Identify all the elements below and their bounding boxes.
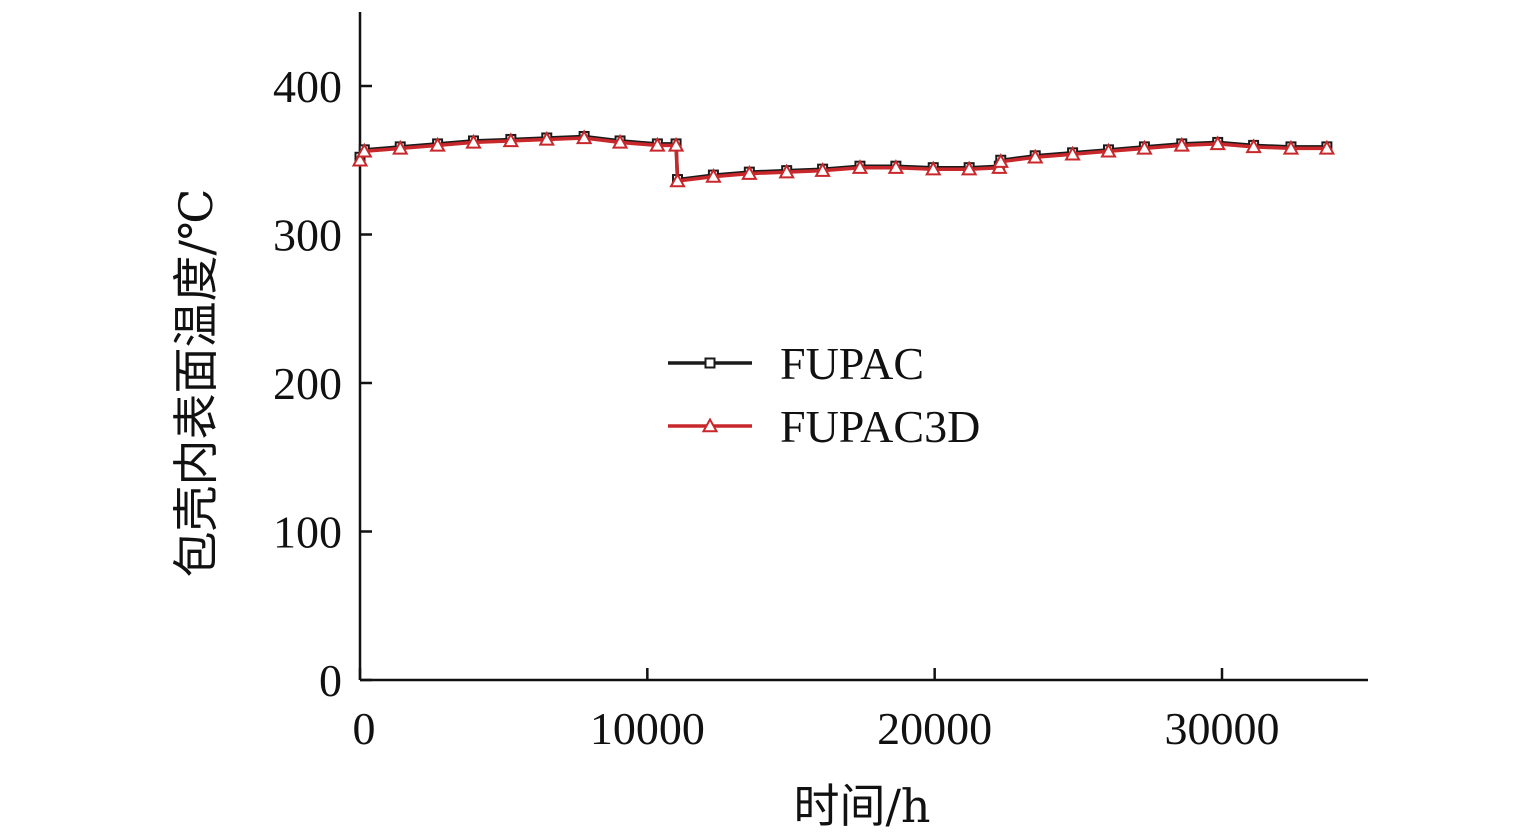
legend-label: FUPAC xyxy=(780,338,924,389)
data-point xyxy=(992,153,1009,168)
data-point xyxy=(887,159,905,174)
data-point xyxy=(429,136,446,152)
data-point xyxy=(502,132,520,148)
data-point xyxy=(667,136,685,152)
y-tick-label: 300 xyxy=(273,210,342,261)
legend-marker xyxy=(704,357,716,369)
data-point xyxy=(1027,148,1044,164)
legend: FUPAC FUPAC3D xyxy=(668,338,980,452)
data-point xyxy=(1318,139,1336,155)
x-tick-label: 10000 xyxy=(590,703,705,754)
legend-marker xyxy=(701,417,719,433)
data-point xyxy=(538,130,555,146)
y-axis-label: 包壳内表面温度/℃ xyxy=(169,189,223,578)
series-2 xyxy=(351,129,1336,188)
data-point xyxy=(814,162,831,177)
y-tick-label: 100 xyxy=(273,507,342,558)
x-axis-label: 时间/h xyxy=(793,779,930,833)
axes xyxy=(358,12,1368,682)
data-point xyxy=(356,142,373,158)
data-point xyxy=(351,151,369,167)
data-point xyxy=(392,139,409,155)
x-tick-label: 0 xyxy=(353,703,376,754)
data-point xyxy=(778,163,795,179)
data-point xyxy=(649,136,666,152)
x-tick-label: 20000 xyxy=(877,703,992,754)
data-point xyxy=(611,133,629,149)
x-tick-label: 30000 xyxy=(1165,703,1280,754)
data-point xyxy=(575,129,593,145)
data-point xyxy=(669,172,686,188)
data-point xyxy=(925,160,942,176)
data-point xyxy=(960,160,978,176)
data-point xyxy=(1064,145,1081,161)
data-point xyxy=(705,168,722,183)
data-point xyxy=(1100,142,1117,158)
data-point xyxy=(1209,135,1226,151)
ticks: 0 100 200 300 400 0 10000 20000 30000 xyxy=(273,61,1280,754)
legend-label: FUPAC3D xyxy=(780,401,980,452)
data-point xyxy=(851,159,869,174)
series-layer xyxy=(351,129,1336,188)
y-tick-label: 400 xyxy=(273,61,342,112)
y-tick-label: 200 xyxy=(273,358,342,409)
data-point xyxy=(1282,139,1300,155)
data-point xyxy=(1173,136,1190,152)
data-point xyxy=(465,133,482,149)
data-point xyxy=(1245,138,1262,154)
y-tick-label: 0 xyxy=(319,655,342,706)
data-point xyxy=(741,165,758,180)
data-point xyxy=(1136,139,1153,155)
